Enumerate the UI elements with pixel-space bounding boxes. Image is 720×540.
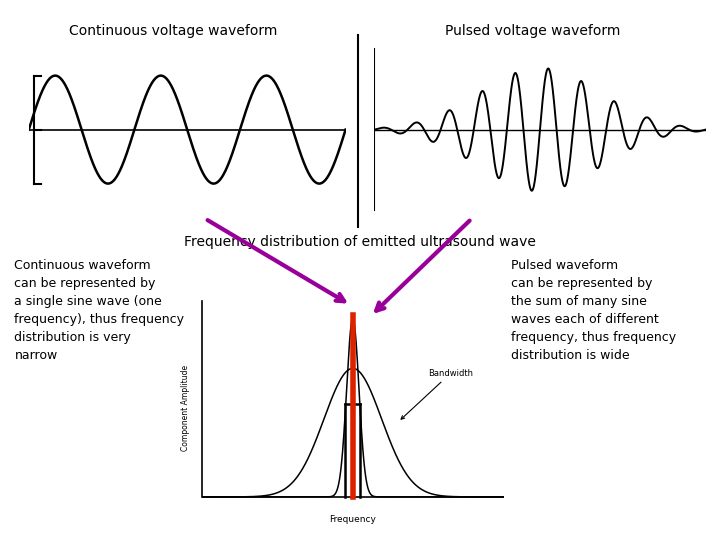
- Text: Component Amplitude: Component Amplitude: [181, 364, 189, 451]
- Text: Frequency distribution of emitted ultrasound wave: Frequency distribution of emitted ultras…: [184, 235, 536, 249]
- Text: Pulsed waveform
can be represented by
the sum of many sine
waves each of differe: Pulsed waveform can be represented by th…: [511, 259, 676, 362]
- Text: Continuous voltage waveform: Continuous voltage waveform: [68, 24, 277, 38]
- Text: Bandwidth: Bandwidth: [401, 368, 474, 419]
- Text: Frequency: Frequency: [329, 515, 377, 524]
- Text: Continuous waveform
can be represented by
a single sine wave (one
frequency), th: Continuous waveform can be represented b…: [14, 259, 184, 362]
- Text: Pulsed voltage waveform: Pulsed voltage waveform: [445, 24, 621, 38]
